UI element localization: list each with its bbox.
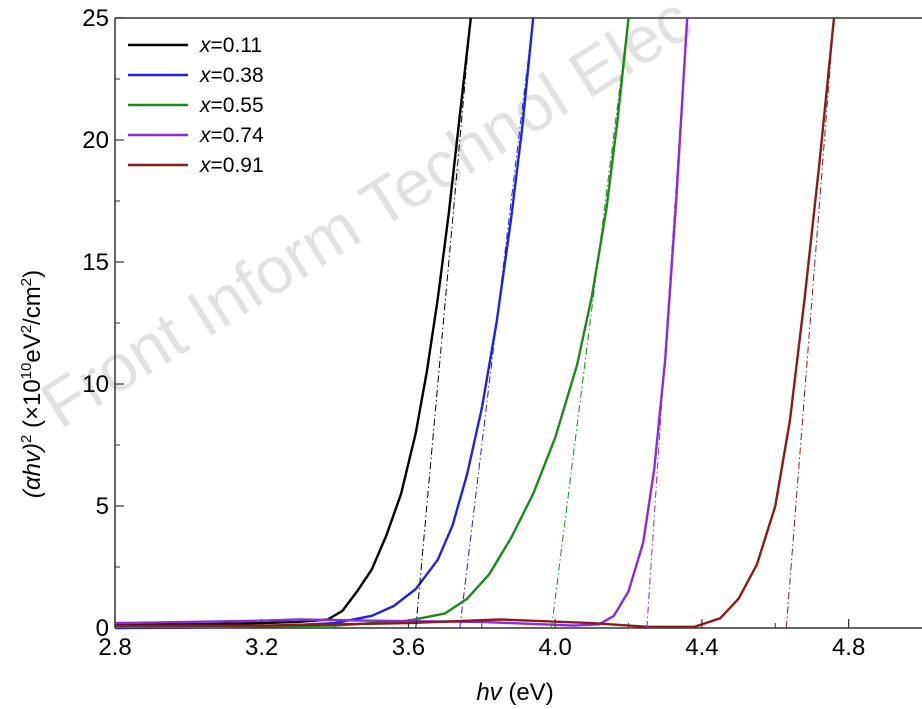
legend-label-5: x=0.91 — [199, 154, 264, 177]
series-line-5 — [115, 17, 836, 628]
y-tick-label: 25 — [82, 5, 109, 32]
tangent-line-5 — [785, 17, 835, 629]
x-tick-label: 3.6 — [392, 634, 425, 661]
x-axis-title: hv (eV) — [476, 679, 553, 706]
series-layer — [114, 17, 836, 630]
y-tick-label: 5 — [96, 493, 109, 520]
y-tick-label: 10 — [82, 371, 109, 398]
tangent-line-3 — [551, 17, 630, 629]
y-tick-label: 0 — [96, 615, 109, 642]
x-tick-label: 2.8 — [98, 634, 131, 661]
series-line-1 — [115, 17, 472, 626]
y-tick-label: 15 — [82, 249, 109, 276]
x-tick-label: 4.8 — [832, 634, 865, 661]
legend-label-2: x=0.38 — [199, 64, 264, 87]
tangent-line-1 — [415, 17, 472, 629]
legend-label-1: x=0.11 — [199, 34, 262, 57]
legend-label-3: x=0.55 — [199, 94, 264, 117]
x-tick-label: 4.4 — [685, 634, 718, 661]
tick-labels: 2.8 3.2 3.6 4.0 4.4 4.8 0 5 10 15 20 25 — [82, 5, 865, 661]
tangent-layer — [415, 17, 835, 629]
y-tick-label: 20 — [82, 127, 109, 154]
y-axis-title: (αhv)2 (×1010eV2/cm2) — [18, 270, 46, 498]
x-tick-label: 4.0 — [538, 634, 571, 661]
x-tick-label: 3.2 — [245, 634, 278, 661]
legend: x=0.11 x=0.38 x=0.55 x=0.74 x=0.91 — [128, 34, 264, 177]
tangent-line-4 — [646, 17, 688, 629]
legend-label-4: x=0.74 — [199, 124, 264, 147]
tangent-line-2 — [459, 17, 534, 629]
